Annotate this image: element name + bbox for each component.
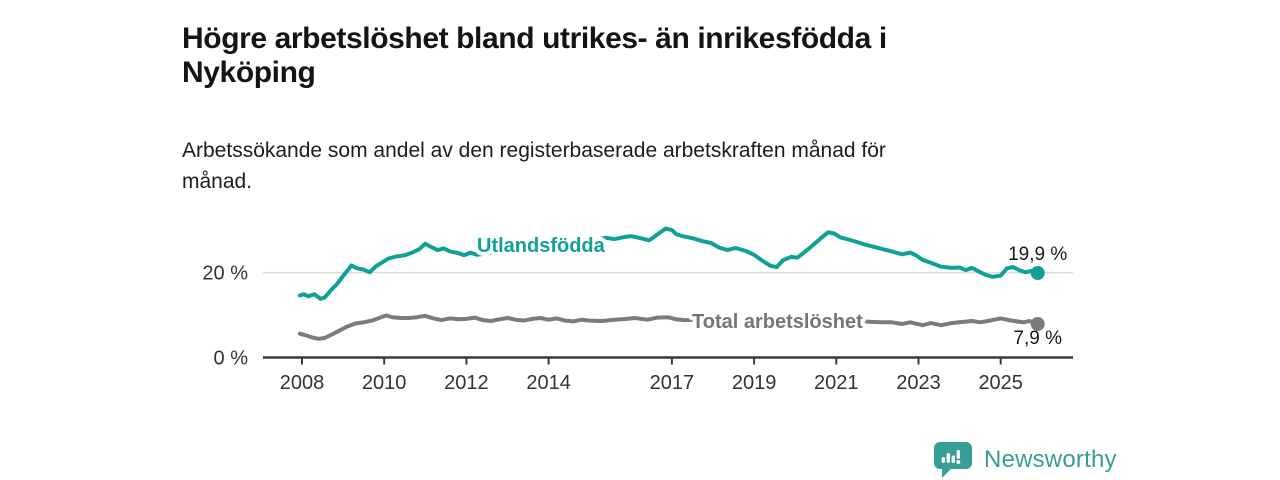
series-end-dot-1 (1030, 317, 1045, 331)
x-axis-tick-label-2014: 2014 (526, 372, 571, 394)
x-axis-tick-label-2023: 2023 (896, 372, 941, 394)
series-label-0: Utlandsfödda (477, 235, 606, 257)
series-line-1 (297, 313, 1040, 341)
series-label-1: Total arbetslöshet (692, 311, 863, 333)
x-axis-tick-label-2012: 2012 (444, 372, 489, 394)
x-axis-tick-label-2008: 2008 (280, 372, 325, 394)
x-axis-tick-label-2019: 2019 (732, 372, 777, 394)
series-end-dot-0 (1030, 266, 1045, 280)
series-line-0 (297, 226, 1040, 301)
y-axis-label-0: 0 % (214, 348, 249, 370)
x-axis-tick-label-2017: 2017 (650, 372, 695, 394)
series-end-value-0: 19,9 % (1008, 244, 1067, 265)
series-end-value-1: 7,9 % (1013, 328, 1062, 349)
page-subtitle: Arbetssökande som andel av den registerb… (182, 139, 886, 193)
logo-bar-chart-glyph (941, 450, 961, 464)
x-axis-tick-label-2021: 2021 (814, 372, 859, 394)
x-axis-tick-label-2025: 2025 (978, 372, 1023, 394)
page-title: Högre arbetslöshet bland utrikes- än inr… (182, 22, 887, 90)
newsworthy-logo-icon (934, 442, 972, 478)
brand-name: Newsworthy (984, 446, 1117, 473)
y-axis-label-20: 20 % (202, 263, 248, 285)
x-axis-tick-label-2010: 2010 (362, 372, 407, 394)
brand-footer: Newsworthy (933, 441, 1117, 479)
